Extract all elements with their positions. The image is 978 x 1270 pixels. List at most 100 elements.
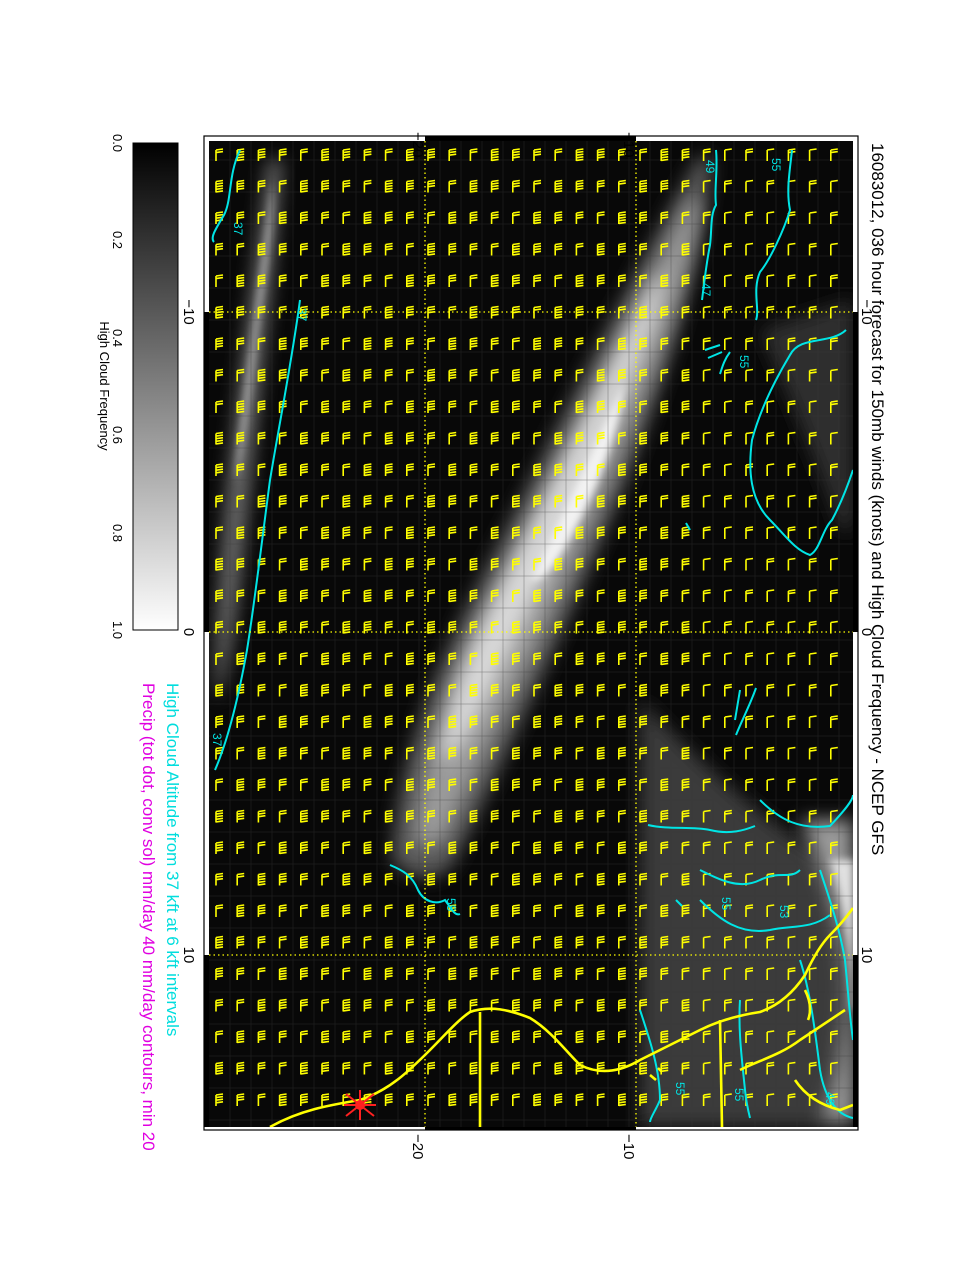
wind-barb bbox=[766, 242, 775, 256]
wind-barb bbox=[639, 368, 648, 382]
wind-barb bbox=[300, 179, 308, 193]
wind-barb bbox=[384, 557, 393, 571]
wind-barb bbox=[681, 967, 690, 980]
wind-barb bbox=[660, 431, 669, 445]
wind-barb bbox=[427, 620, 436, 634]
wind-barb bbox=[300, 967, 308, 980]
wind-barb bbox=[321, 242, 330, 256]
wind-barb bbox=[321, 872, 330, 886]
wind-barb bbox=[681, 809, 690, 823]
wind-barb bbox=[575, 400, 584, 414]
wind-barb bbox=[448, 652, 457, 665]
wind-barb bbox=[618, 904, 626, 917]
wind-barb bbox=[406, 809, 414, 823]
wind-barb bbox=[342, 935, 351, 949]
wind-barb bbox=[724, 148, 732, 161]
wind-barb bbox=[236, 305, 245, 319]
wind-barb bbox=[321, 148, 330, 162]
wind-barb bbox=[300, 715, 308, 728]
wind-barb bbox=[363, 179, 372, 193]
wind-barb bbox=[575, 305, 584, 319]
wind-barb bbox=[702, 746, 711, 760]
wind-barb bbox=[787, 841, 796, 854]
wind-barb bbox=[745, 242, 754, 256]
wind-barb bbox=[448, 494, 457, 508]
wind-barb bbox=[681, 841, 690, 854]
wind-barb bbox=[406, 557, 414, 571]
wind-barb bbox=[533, 305, 542, 319]
wind-barb bbox=[533, 809, 542, 823]
wind-barb bbox=[427, 778, 436, 791]
colorbar: 0.0 0.2 0.4 0.6 0.8 1.0 High Cloud Frequ… bbox=[97, 134, 179, 639]
wind-barb bbox=[660, 620, 669, 634]
wind-barb bbox=[724, 1093, 732, 1106]
wind-barb bbox=[236, 715, 245, 728]
wind-barb bbox=[745, 967, 754, 980]
wind-barb bbox=[300, 494, 308, 508]
wind-barb bbox=[215, 620, 224, 634]
cloud-altitude-contours bbox=[211, 149, 853, 1123]
wind-barb bbox=[554, 1093, 563, 1106]
wind-barb bbox=[681, 589, 690, 602]
wind-barb bbox=[427, 715, 436, 728]
wind-barb bbox=[490, 494, 499, 508]
wind-barb bbox=[448, 179, 457, 193]
wind-barb bbox=[490, 557, 499, 571]
wind-barb bbox=[681, 274, 690, 287]
lat-label-right: 10 bbox=[858, 947, 875, 964]
wind-barb bbox=[363, 148, 372, 161]
wind-barb bbox=[681, 463, 690, 476]
wind-barb bbox=[639, 211, 648, 224]
wind-barb bbox=[596, 305, 605, 319]
wind-barb bbox=[533, 1061, 542, 1075]
wind-barb bbox=[511, 179, 520, 193]
wind-barb bbox=[787, 400, 796, 413]
wind-barb bbox=[830, 463, 838, 476]
wind-barb bbox=[278, 368, 287, 382]
axis-labels: −20 −10 −20 −10 −10 0 10 −10 0 10 bbox=[180, 132, 875, 1159]
wind-barb bbox=[787, 526, 796, 539]
contour-label: 49 bbox=[703, 160, 717, 174]
wind-barb bbox=[257, 904, 266, 917]
wind-barb bbox=[469, 1030, 478, 1043]
wind-barb bbox=[363, 1030, 372, 1043]
wind-barb bbox=[490, 368, 499, 382]
wind-barb bbox=[511, 683, 520, 697]
wind-barb bbox=[575, 179, 584, 193]
wind-barb bbox=[236, 1093, 245, 1106]
wind-barb bbox=[406, 1030, 414, 1044]
wind-barb bbox=[639, 872, 648, 886]
wind-barb bbox=[469, 400, 478, 413]
wind-barb bbox=[808, 683, 817, 697]
wind-barb bbox=[257, 148, 266, 161]
wind-barb bbox=[596, 557, 605, 571]
wind-barb bbox=[511, 841, 520, 854]
wind-barb bbox=[787, 589, 796, 602]
wind-barb bbox=[215, 400, 224, 413]
wind-barb bbox=[215, 872, 224, 886]
wind-barb bbox=[278, 809, 287, 823]
wind-barb bbox=[681, 431, 690, 445]
wind-barb bbox=[554, 904, 563, 917]
contour-label: 37 bbox=[231, 222, 245, 236]
wind-barb bbox=[236, 274, 245, 288]
wind-barb bbox=[596, 998, 605, 1012]
wind-barb bbox=[766, 1093, 775, 1106]
wind-barb bbox=[681, 305, 690, 319]
wind-barb bbox=[236, 998, 245, 1012]
fine-grid bbox=[209, 141, 853, 1127]
wind-barb bbox=[596, 809, 605, 823]
wind-barb bbox=[724, 715, 732, 728]
wind-barb bbox=[511, 494, 520, 508]
wind-barb bbox=[681, 652, 690, 665]
wind-barb bbox=[830, 305, 838, 319]
wind-barb bbox=[681, 778, 690, 791]
wind-barb bbox=[596, 841, 605, 854]
wind-barb bbox=[533, 242, 542, 256]
wind-barb bbox=[448, 935, 457, 949]
wind-barb bbox=[830, 715, 838, 728]
wind-barb bbox=[427, 746, 436, 760]
wind-barb bbox=[257, 305, 266, 319]
wind-barb bbox=[702, 400, 711, 413]
wind-barb bbox=[300, 1030, 308, 1043]
